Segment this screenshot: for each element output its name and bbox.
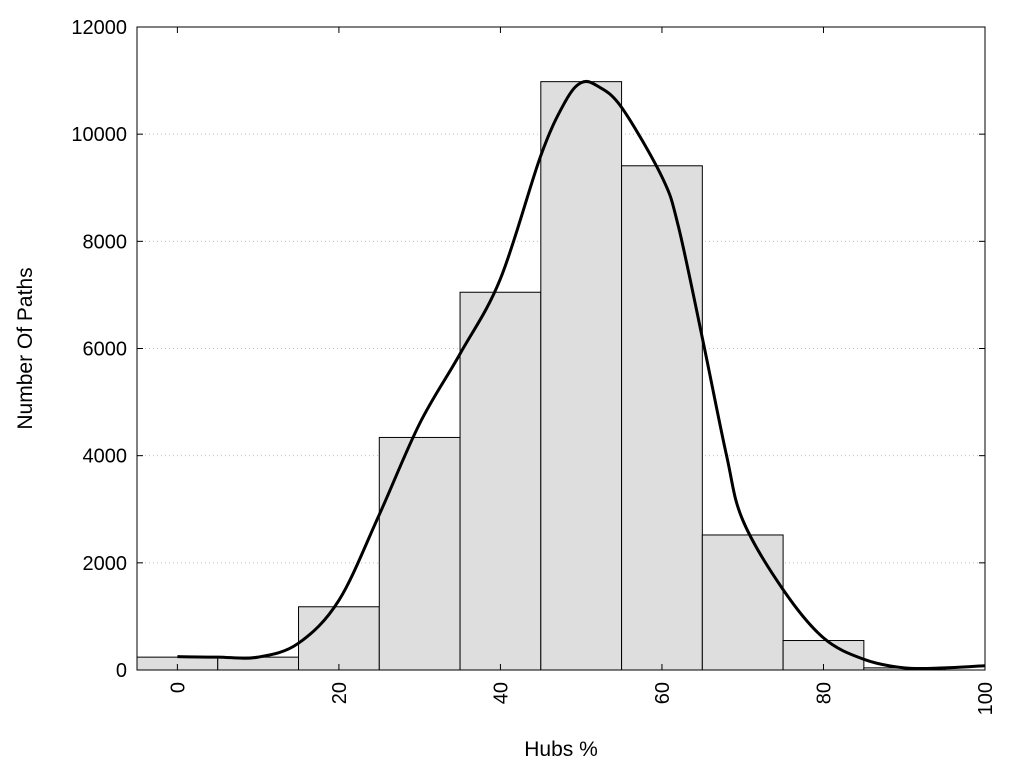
x-tick-label: 80 — [813, 682, 835, 704]
y-tick-label: 4000 — [83, 446, 128, 468]
y-axis-label: Number Of Paths — [14, 267, 37, 429]
x-tick-label: 60 — [652, 682, 674, 704]
histogram-bar — [621, 165, 703, 671]
x-tick-label: 0 — [167, 682, 189, 693]
histogram-bar — [298, 606, 380, 671]
y-tick-label: 2000 — [83, 553, 128, 575]
x-tick-label: 40 — [490, 682, 512, 704]
y-tick-label: 8000 — [83, 231, 128, 253]
histogram-bars — [136, 81, 946, 671]
y-axis-ticks: 0 2000 4000 6000 8000 10000 12000 — [71, 17, 985, 682]
x-axis-ticks: 0 20 40 60 80 100 — [167, 27, 997, 715]
histogram-bar — [378, 436, 461, 671]
x-tick-label: 100 — [975, 682, 997, 715]
density-curve — [177, 79, 986, 671]
y-tick-label: 12000 — [71, 17, 127, 39]
histogram-bar — [540, 81, 623, 671]
x-axis-label: Hubs % — [524, 738, 598, 761]
y-tick-label: 10000 — [71, 124, 127, 146]
y-tick-label: 0 — [116, 660, 127, 682]
histogram-bar — [701, 534, 784, 671]
histogram-bar — [459, 291, 542, 671]
y-tick-label: 6000 — [83, 339, 128, 361]
x-tick-label: 20 — [329, 682, 351, 704]
density-curve-group — [177, 79, 986, 671]
